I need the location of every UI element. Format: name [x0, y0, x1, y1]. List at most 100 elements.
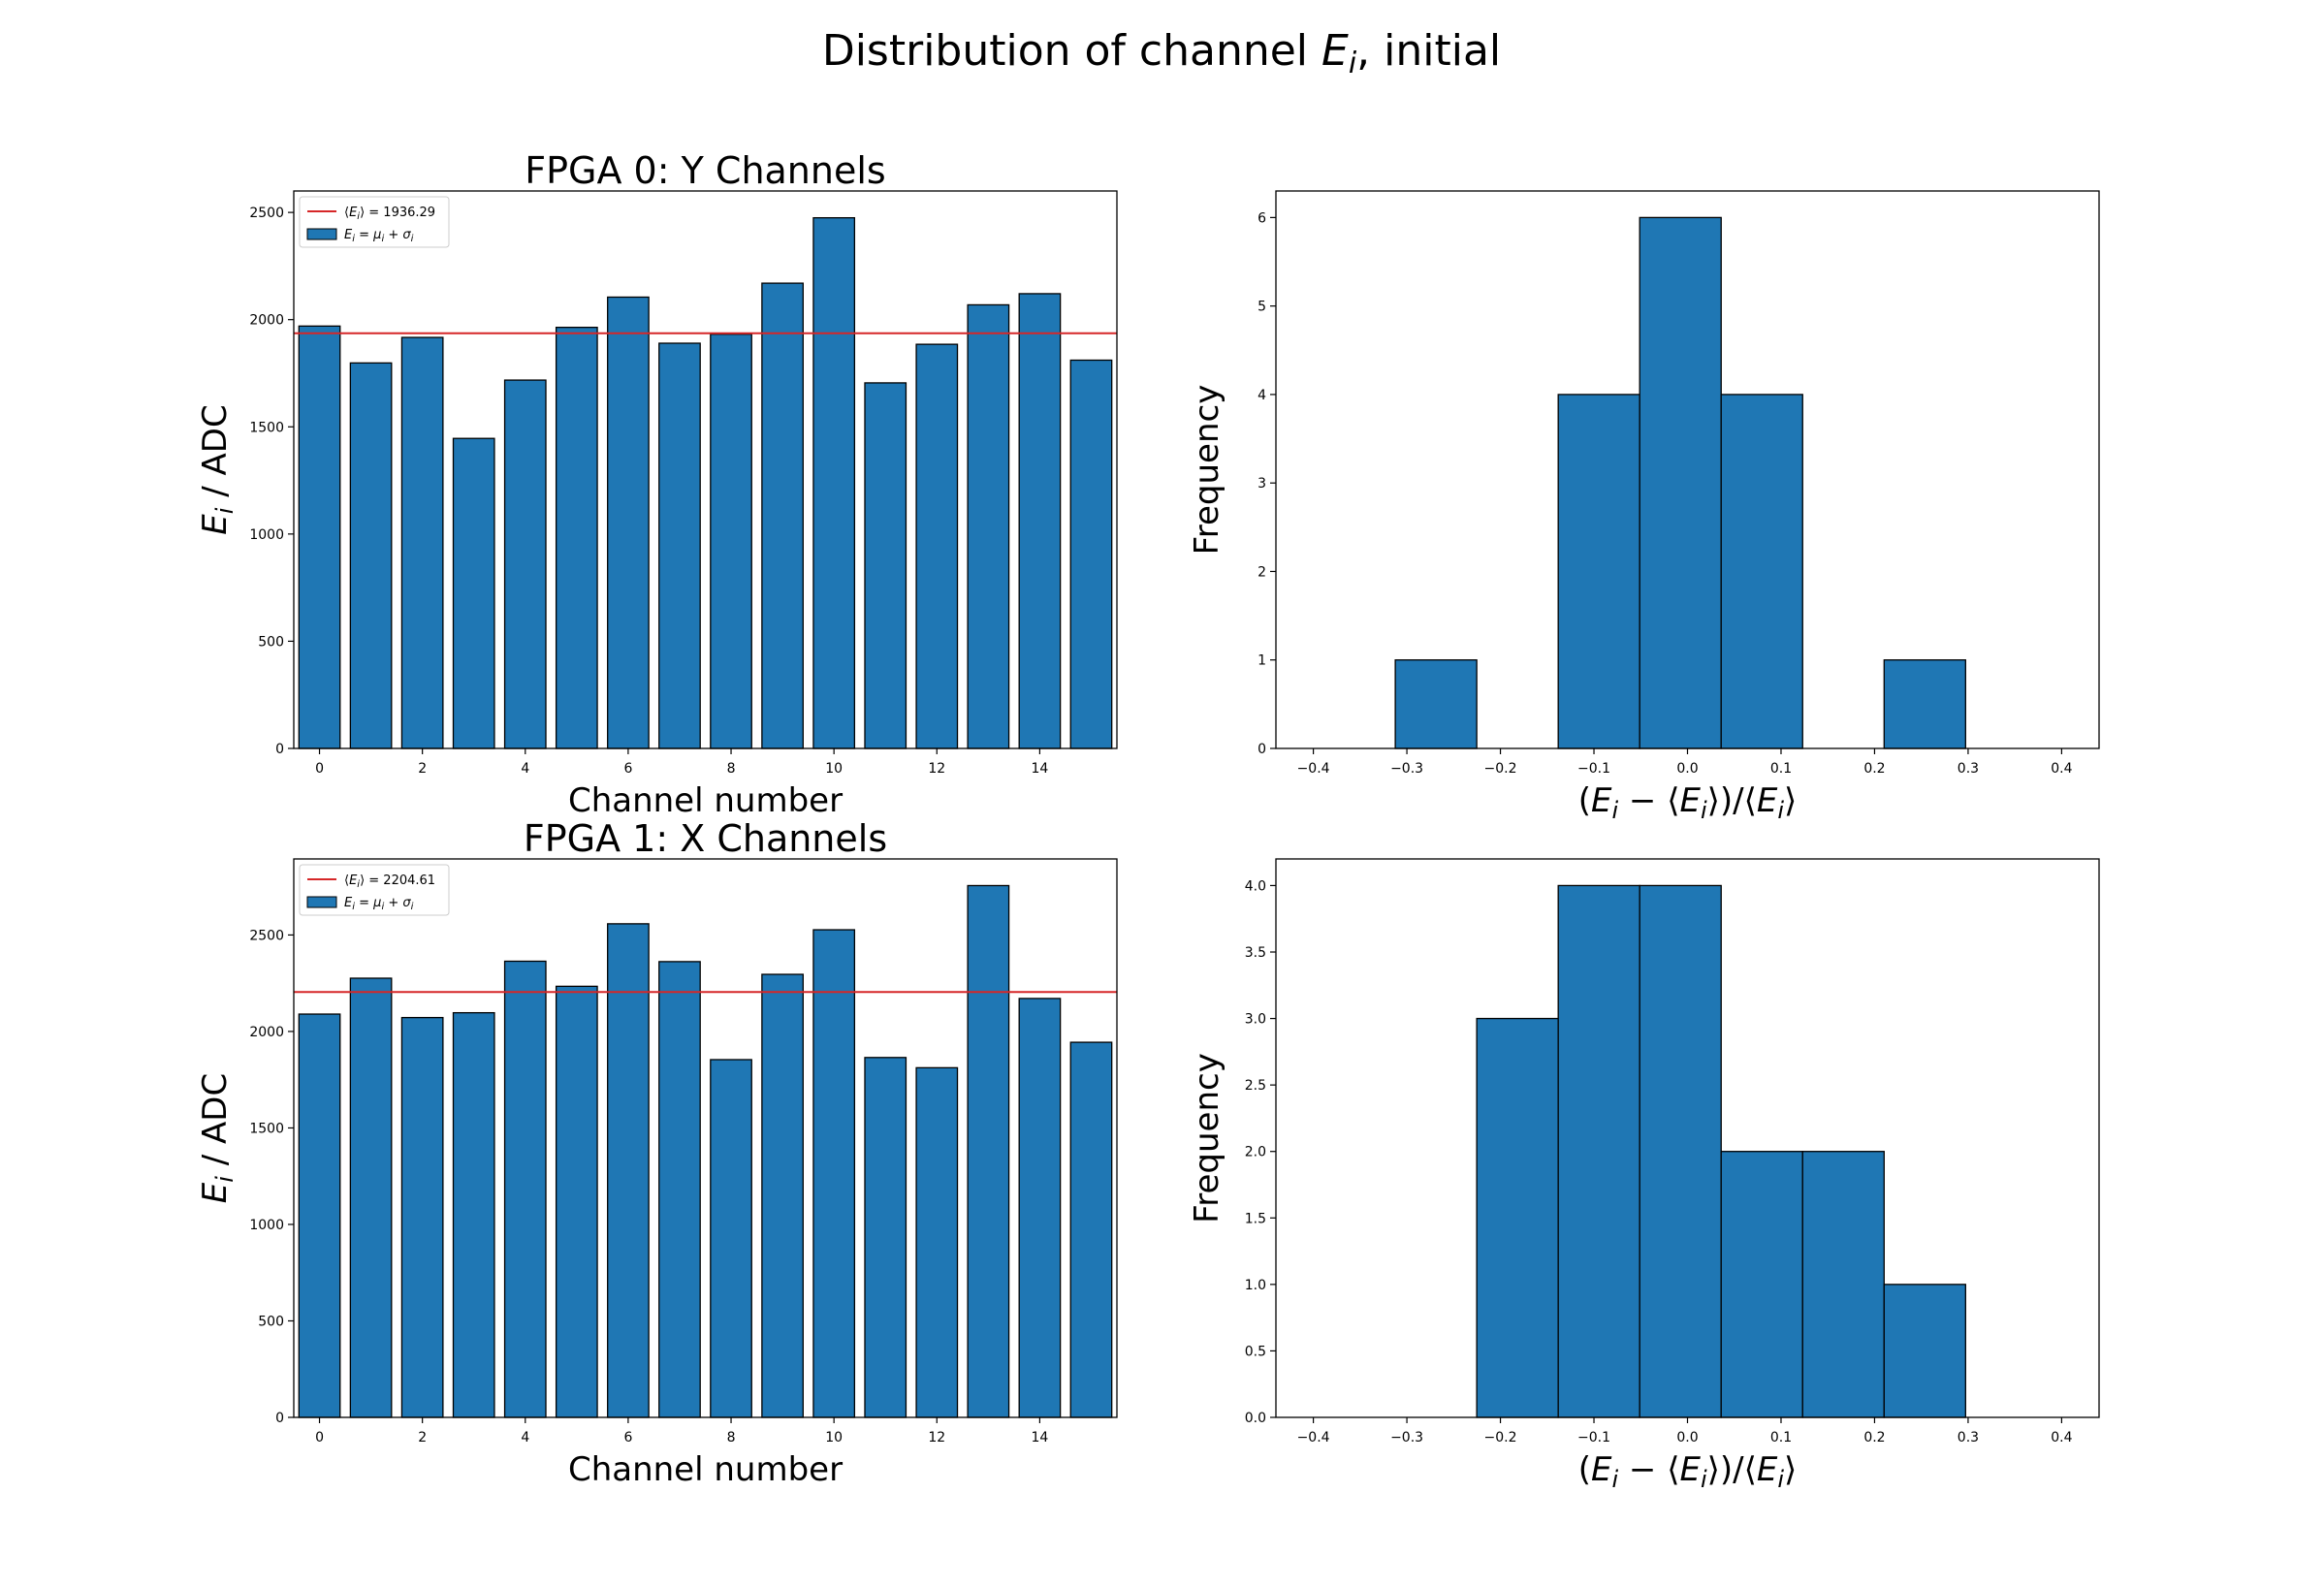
x-tick-label: 0.4 [2051, 1430, 2072, 1445]
x-tick-label: 8 [727, 761, 736, 777]
x-tick-label: −0.1 [1577, 1430, 1610, 1445]
y-axis-label: Ei / ADC [196, 1073, 239, 1203]
hist-bin-2 [1639, 216, 1722, 749]
legend-mean-label: ⟨Ei⟩ = 1936.29 [344, 206, 435, 222]
x-tick-label: −0.3 [1390, 761, 1423, 777]
bar-channel-4 [503, 379, 547, 749]
panel-1: −0.4 −0.3 −0.2 −0.1 0.0 0.1 0.2 0.3 0.4 0 1 2 3 4 5 6 (E… [1188, 190, 2100, 824]
bar-channel-14 [1018, 293, 1062, 749]
bar-channel-2 [400, 1016, 444, 1418]
x-axis-label: (Ei − ⟨Ei⟩)/⟨Ei⟩ [1578, 1450, 1798, 1493]
y-tick-label: 2.5 [1245, 1078, 1266, 1094]
y-tick-label: 5 [1258, 300, 1266, 315]
x-tick-label: −0.1 [1577, 761, 1610, 777]
y-tick-label: 6 [1258, 210, 1266, 226]
y-tick-label: 4.0 [1245, 878, 1266, 894]
bar-channel-5 [555, 327, 598, 749]
y-tick-label: 0.0 [1245, 1411, 1266, 1426]
x-tick-label: 0.4 [2051, 761, 2072, 777]
bar-channel-8 [710, 1059, 752, 1418]
x-tick-label: −0.3 [1390, 1430, 1423, 1445]
y-axis-label: Frequency [1188, 385, 1226, 556]
bar-channel-12 [915, 1066, 959, 1418]
x-tick-label: 0.1 [1770, 761, 1792, 777]
hist-bin-4 [1883, 659, 1966, 749]
bar-channel-15 [1069, 1041, 1113, 1418]
y-tick-label: 500 [258, 1314, 284, 1329]
x-tick-label: −0.4 [1297, 761, 1330, 777]
y-tick-label: 500 [258, 634, 284, 650]
y-tick-label: 2 [1258, 564, 1266, 580]
bar-channel-1 [349, 362, 393, 749]
y-tick-label: 2000 [249, 313, 284, 329]
bar-channel-11 [864, 1057, 907, 1418]
x-axis-label: Channel number [568, 1450, 843, 1489]
bar-channel-0 [298, 325, 341, 749]
y-tick-label: 1500 [249, 1121, 284, 1136]
x-tick-label: 0 [315, 1430, 324, 1445]
x-tick-label: −0.2 [1484, 1430, 1517, 1445]
panel-title: FPGA 1: X Channels [524, 817, 887, 860]
figure-title: Distribution of channel Ei, initial [822, 26, 1501, 80]
y-tick-label: 0 [1258, 742, 1266, 757]
legend-bar-label: Ei = μi + σi [344, 896, 414, 912]
bar-channel-12 [915, 343, 959, 749]
bar-channel-7 [658, 961, 701, 1418]
y-tick-label: 1.0 [1245, 1278, 1266, 1293]
axes-frame [293, 858, 1118, 1418]
x-tick-label: 0 [315, 761, 324, 777]
bar-channel-1 [349, 977, 393, 1418]
y-tick-label: 3 [1258, 476, 1266, 492]
x-tick-label: 12 [928, 761, 945, 777]
y-tick-label: 1.5 [1245, 1211, 1266, 1226]
bar-channel-2 [400, 336, 444, 749]
y-tick-label: 0 [275, 1411, 284, 1426]
x-tick-label: 14 [1031, 1430, 1048, 1445]
bar-channel-8 [710, 333, 752, 749]
hist-bin-1 [1557, 884, 1640, 1418]
legend-bar-swatch [306, 228, 337, 240]
bar-channel-9 [761, 282, 804, 749]
bar-channel-13 [967, 303, 1010, 749]
y-tick-label: 2.0 [1245, 1145, 1266, 1160]
y-tick-label: 1 [1258, 653, 1266, 669]
y-tick-label: 1000 [249, 527, 284, 543]
bar-channel-7 [658, 342, 701, 749]
bar-channel-11 [864, 382, 907, 749]
bar-channel-3 [452, 1011, 495, 1418]
legend-bar-label: Ei = μi + σi [344, 228, 414, 244]
x-tick-label: 2 [418, 1430, 427, 1445]
x-tick-label: 0.0 [1676, 1430, 1698, 1445]
x-axis-label: (Ei − ⟨Ei⟩)/⟨Ei⟩ [1578, 781, 1798, 824]
bar-channel-5 [555, 985, 598, 1418]
x-tick-label: 0.3 [1958, 1430, 1979, 1445]
y-axis-label: Ei / ADC [196, 404, 239, 534]
bar-channel-6 [607, 923, 650, 1418]
hist-bin-3 [1720, 1151, 1803, 1418]
bar-channel-10 [812, 216, 856, 749]
y-tick-label: 3.0 [1245, 1012, 1266, 1028]
y-axis-label: Frequency [1188, 1053, 1226, 1223]
legend-bar-swatch [306, 896, 337, 908]
x-tick-label: 0.3 [1958, 761, 1979, 777]
bar-channel-14 [1018, 998, 1062, 1418]
hist-bin-5 [1883, 1284, 1966, 1418]
panel-3: −0.4 −0.3 −0.2 −0.1 0.0 0.1 0.2 0.3 0.4 0.0 0.5 1.0… [1188, 858, 2100, 1493]
x-tick-label: 4 [521, 1430, 529, 1445]
y-tick-label: 1000 [249, 1218, 284, 1233]
y-tick-label: 2000 [249, 1025, 284, 1040]
panel-2: 0 2 4 6 8 10 12 14 0 500 1000 1500 2000 2500 FPGA 1: X… [196, 817, 1118, 1489]
bar-channel-0 [298, 1013, 341, 1418]
panel-0: 0 2 4 6 8 10 12 14 0 500 1000 1500 2000 2500 FPGA 0: Y… [196, 149, 1118, 820]
bar-channel-15 [1069, 359, 1113, 749]
x-tick-label: −0.2 [1484, 761, 1517, 777]
y-tick-label: 4 [1258, 388, 1266, 403]
x-tick-label: 4 [521, 761, 529, 777]
axes-frame [293, 190, 1118, 749]
x-tick-label: 6 [623, 1430, 632, 1445]
hist-bin-2 [1639, 884, 1722, 1418]
legend-mean-label: ⟨Ei⟩ = 2204.61 [344, 873, 435, 890]
bar-channel-9 [761, 973, 804, 1418]
bar-channel-4 [503, 960, 547, 1418]
